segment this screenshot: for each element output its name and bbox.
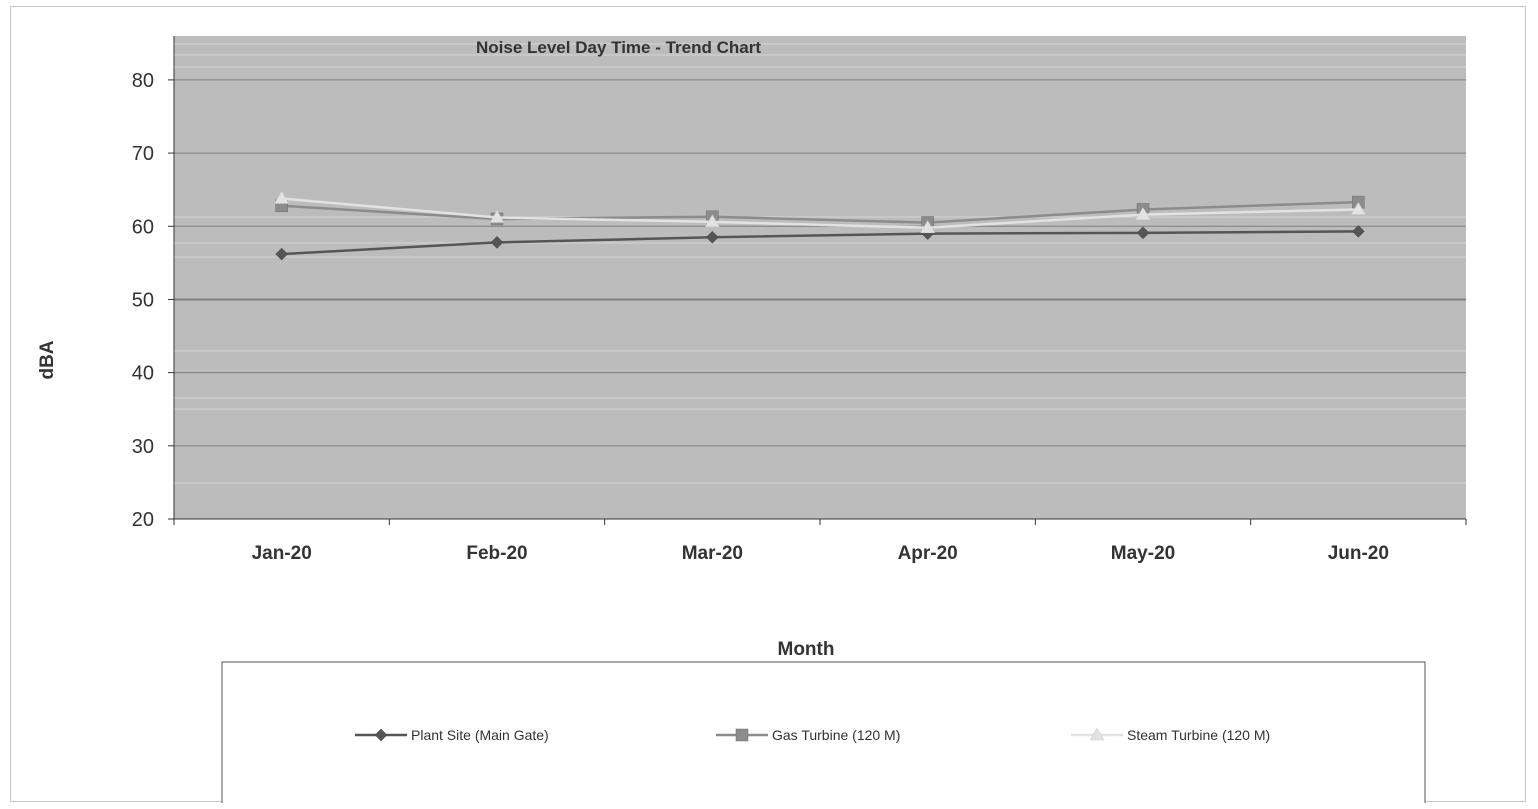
legend-label-steam-turbine-120-m: Steam Turbine (120 M) — [1127, 727, 1270, 743]
data-point-steam-turbine-120-m-may-20 — [1135, 207, 1151, 220]
legend-marker-plant-site-main-gate — [374, 728, 388, 742]
series-line-gas-turbine-120-m — [281, 200, 1359, 224]
x-axis-title: Month — [778, 639, 835, 660]
y-tick-label-40: 40 — [132, 363, 154, 385]
y-tick-label-80: 80 — [132, 70, 154, 92]
y-tick-label-70: 70 — [132, 143, 154, 165]
series-line-steam-turbine-120-m — [281, 197, 1359, 229]
gridlines — [174, 79, 1466, 447]
x-tick-label-mar-20: Mar-20 — [682, 543, 743, 564]
legend: Plant Site (Main Gate) Gas Turbine (120 M… — [221, 661, 1426, 803]
data-point-steam-turbine-120-m-mar-20 — [704, 214, 720, 228]
y-axis-title: dBA — [37, 340, 58, 379]
legend-label-gas-turbine-120-m: Gas Turbine (120 M) — [772, 727, 900, 743]
data-point-plant-site-main-gate-jan-20 — [275, 247, 289, 261]
noise-trend-chart: 20 30 40 50 60 70 80 Jan-20 Feb-20 Mar-20 Apr-20 Ma… — [37, 36, 1467, 803]
x-tick-label-apr-20: Apr-20 — [898, 543, 958, 564]
x-tick-label-may-20: May-20 — [1111, 543, 1175, 564]
axes: 20 30 40 50 60 70 80 Jan-20 Feb-20 Mar-20 Apr-20 Ma… — [132, 36, 1467, 564]
y-tick-label-60: 60 — [132, 216, 154, 238]
legend-marker-steam-turbine-120-m — [1089, 727, 1105, 741]
data-point-plant-site-main-gate-jun-20 — [1351, 225, 1365, 238]
plot-area — [174, 36, 1466, 519]
data-point-plant-site-main-gate-mar-20 — [705, 230, 719, 244]
chart-frame: 20 30 40 50 60 70 80 Jan-20 Feb-20 Mar-20 Apr-20 Ma… — [10, 6, 1526, 803]
x-tick-label-feb-20: Feb-20 — [466, 543, 527, 564]
y-tick-label-30: 30 — [132, 436, 154, 458]
series-lines — [274, 190, 1366, 261]
legend-marker-gas-turbine-120-m — [735, 728, 749, 742]
plot-background — [174, 36, 1466, 519]
x-tick-label-jun-20: Jun-20 — [1328, 543, 1389, 564]
y-tick-label-20: 20 — [132, 509, 154, 531]
y-tick-label-50: 50 — [132, 289, 154, 311]
data-point-steam-turbine-120-m-jun-20 — [1350, 201, 1366, 215]
data-point-plant-site-main-gate-feb-20 — [490, 236, 504, 249]
data-point-steam-turbine-120-m-apr-20 — [920, 220, 936, 233]
data-point-steam-turbine-120-m-jan-20 — [274, 190, 290, 204]
legend-box — [221, 661, 1426, 803]
x-tick-label-jan-20: Jan-20 — [252, 543, 312, 564]
data-point-steam-turbine-120-m-feb-20 — [489, 209, 505, 223]
data-point-plant-site-main-gate-may-20 — [1136, 226, 1150, 240]
legend-label-plant-site-main-gate: Plant Site (Main Gate) — [411, 727, 549, 743]
series-line-plant-site-main-gate — [281, 230, 1359, 256]
chart-title: Noise Level Day Time - Trend Chart — [476, 38, 761, 57]
